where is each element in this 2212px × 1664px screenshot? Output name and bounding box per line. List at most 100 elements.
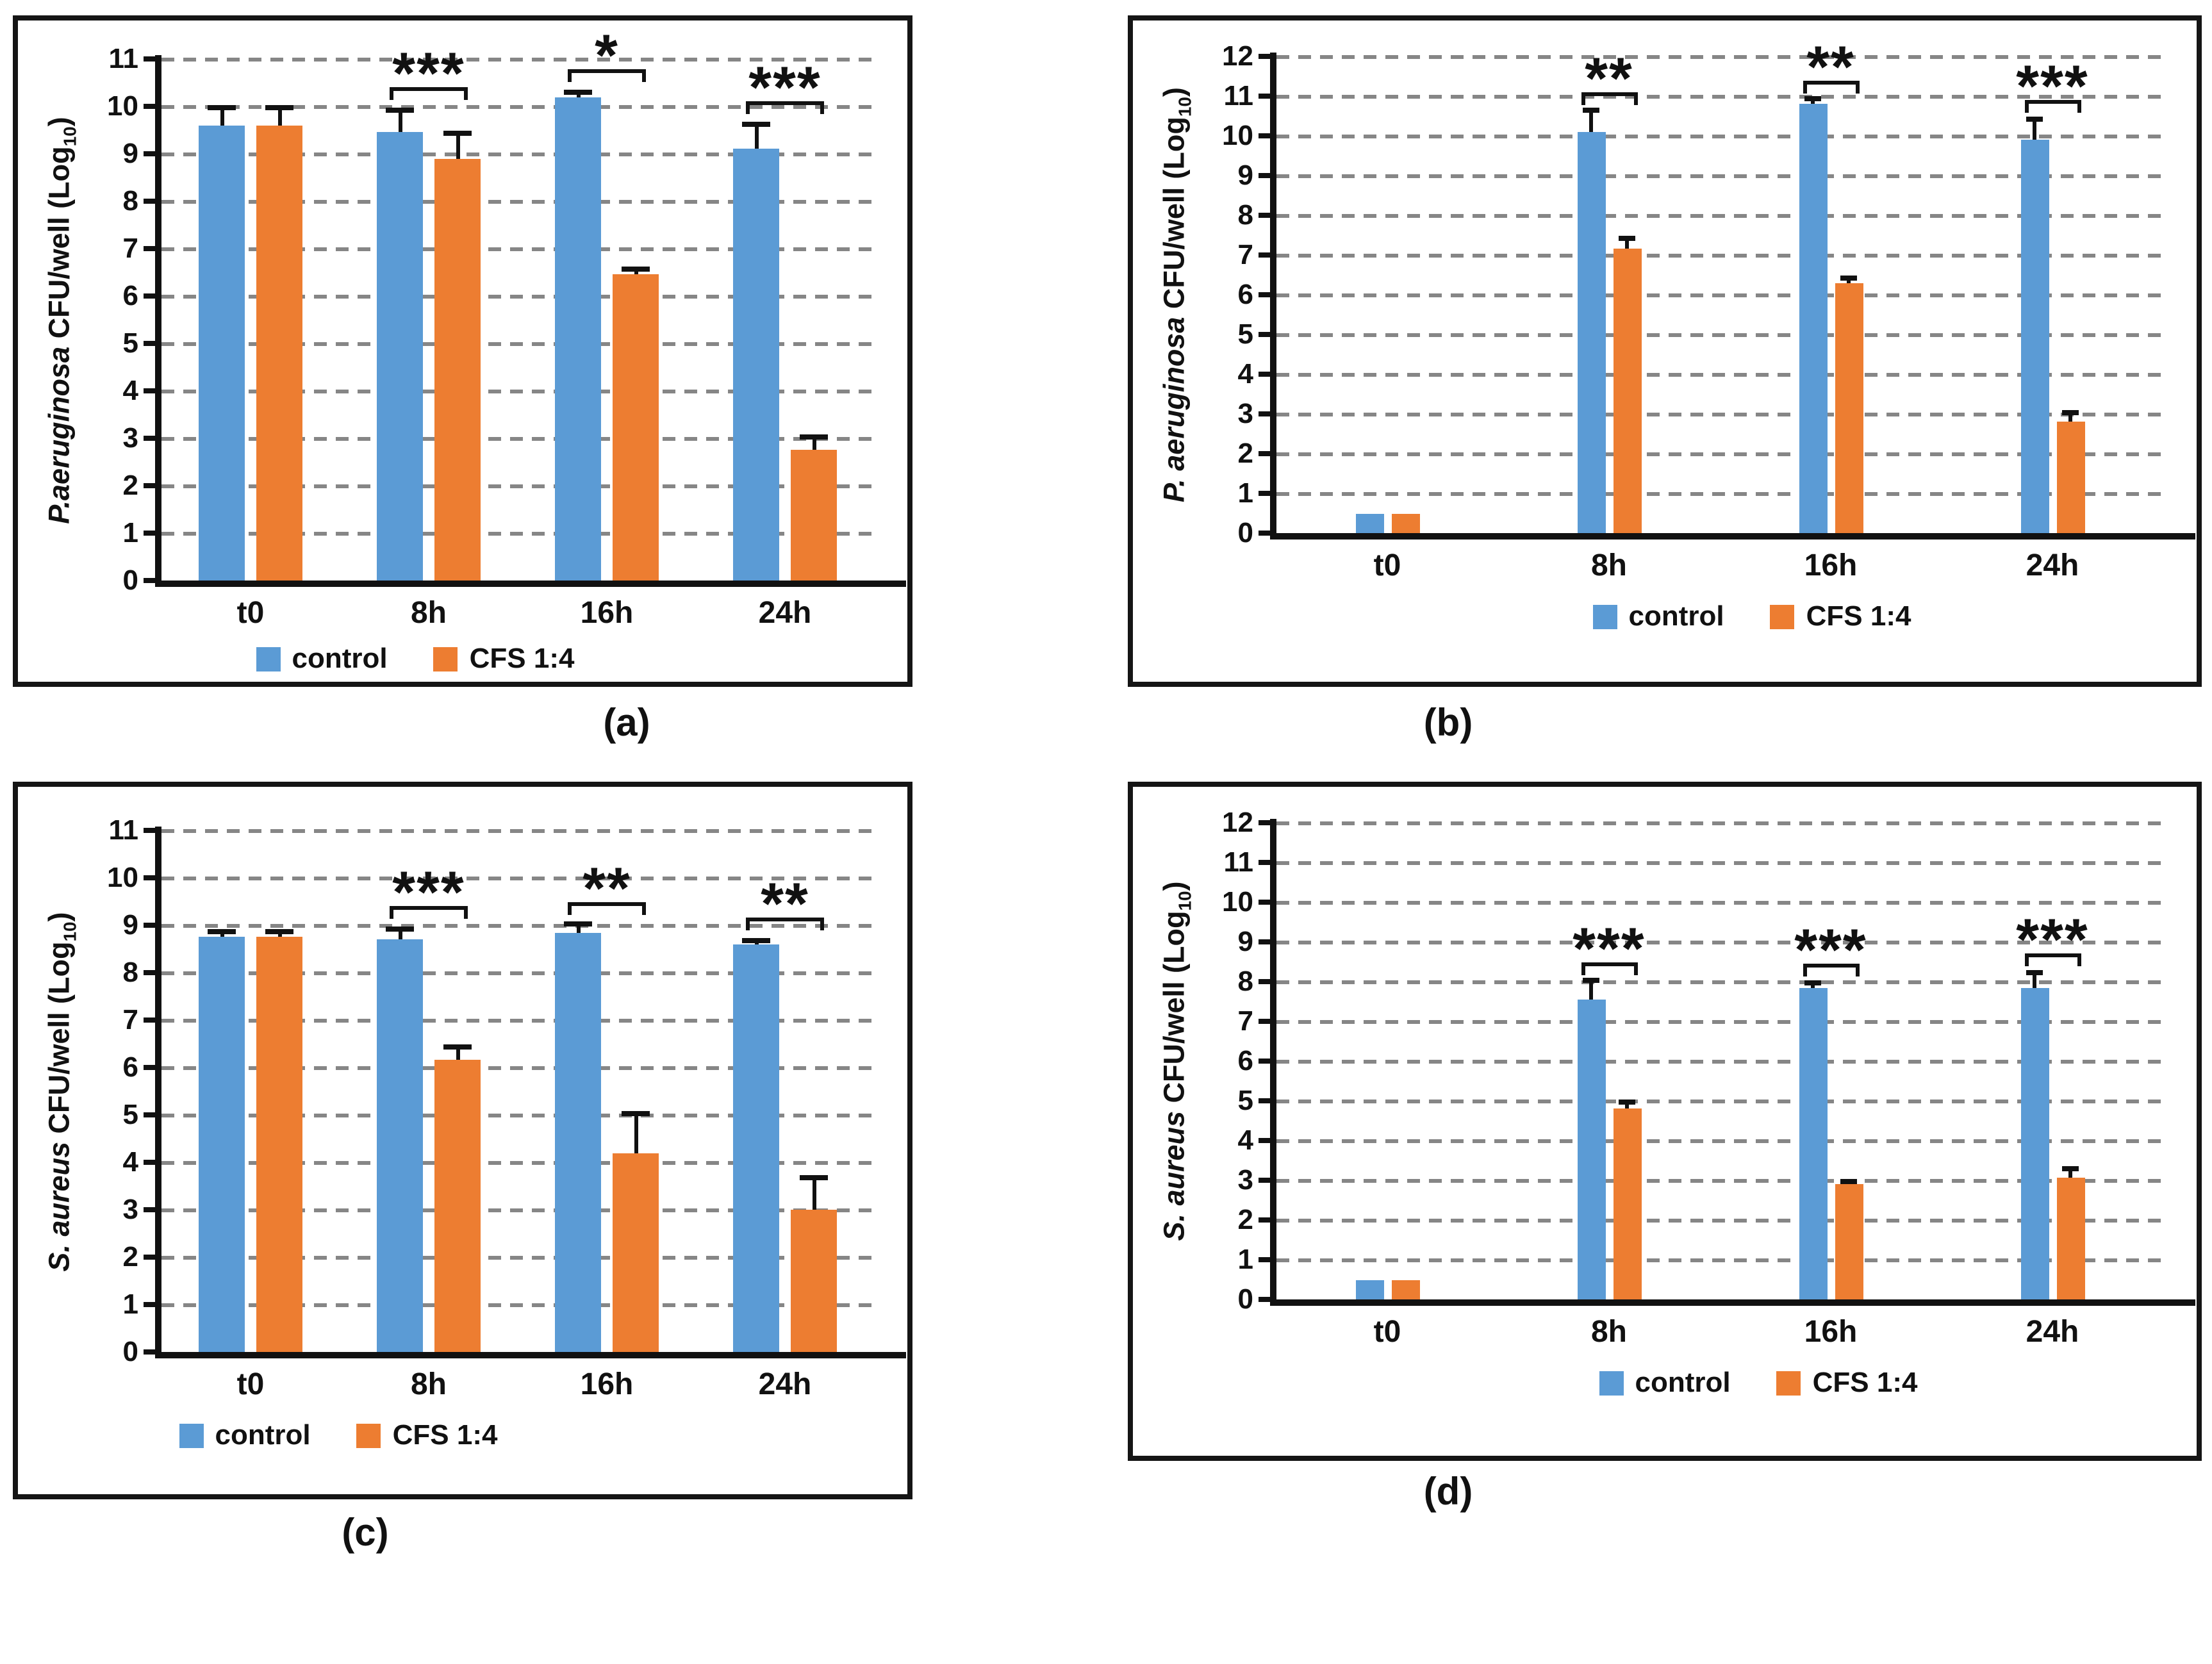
gridline <box>161 58 874 62</box>
gridline <box>161 1066 874 1070</box>
bar-control-t0 <box>199 125 245 581</box>
y-tick-label: 1 <box>122 516 139 548</box>
x-category-label: 8h <box>1590 548 1627 583</box>
y-tick-label: 5 <box>1237 318 1254 350</box>
y-tick-label: 11 <box>108 42 138 74</box>
bar-control-24h <box>733 149 779 581</box>
y-tick-label: 8 <box>122 185 139 217</box>
legend-item-cfs: CFS 1:4 <box>433 642 575 675</box>
y-tick <box>144 388 161 393</box>
y-tick <box>1259 939 1276 944</box>
y-tick <box>144 1017 161 1023</box>
gridline <box>1276 214 2163 218</box>
y-tick-label: 11 <box>108 814 138 846</box>
y-tick-label: 11 <box>1223 846 1253 878</box>
significance-bracket <box>390 906 468 919</box>
significance-label: ** <box>1806 33 1855 100</box>
error-bar-cap <box>443 1044 472 1050</box>
y-tick-label: 7 <box>122 232 139 264</box>
gridline <box>1276 861 2163 865</box>
bar-control-8h <box>377 132 423 581</box>
bar-cfs-t0 <box>1391 1280 1419 1299</box>
y-tick <box>1259 133 1276 138</box>
bar-control-16h <box>1799 987 1827 1299</box>
panel-caption-b: (b) <box>1423 702 1473 745</box>
y-tick <box>144 1255 161 1260</box>
significance-label: ** <box>761 870 809 937</box>
bar-control-16h <box>555 932 601 1352</box>
error-bar-cap <box>1582 108 1600 113</box>
legend: control CFS 1:4 <box>1308 600 2195 633</box>
gridline <box>161 1161 874 1165</box>
error-bar-cap <box>622 1111 650 1116</box>
gridline <box>161 1208 874 1212</box>
legend-item-control: control <box>256 642 388 675</box>
gridline <box>1276 821 2163 825</box>
y-tick <box>144 828 161 833</box>
gridline <box>161 877 874 880</box>
bar-control-24h <box>733 944 779 1352</box>
error-bar-line <box>576 925 580 933</box>
y-tick <box>1259 213 1276 218</box>
species-name: P.aeruginosa <box>43 345 76 523</box>
gridline <box>161 390 874 393</box>
error-bar-cap <box>265 104 293 110</box>
y-tick <box>144 578 161 583</box>
significance-label: *** <box>748 54 821 121</box>
bar-cfs-8h <box>434 1060 481 1352</box>
legend-item-control: control <box>1599 1366 1731 1399</box>
gridline <box>1276 1258 2163 1262</box>
y-tick-label: 1 <box>1237 1243 1254 1275</box>
error-bar-line <box>220 933 224 937</box>
gridline <box>161 1303 874 1307</box>
y-tick <box>1259 1178 1276 1183</box>
bar-cfs-16h <box>613 274 659 581</box>
y-tick <box>144 1112 161 1117</box>
y-tick <box>1259 372 1276 377</box>
legend-swatch-cfs <box>1770 604 1795 629</box>
gridline <box>1276 452 2163 456</box>
error-bar-line <box>1625 239 1629 249</box>
significance-bracket <box>2024 953 2081 967</box>
significance-label: * <box>595 22 619 89</box>
gridline <box>161 200 874 204</box>
significance-label: *** <box>392 859 465 926</box>
y-tick <box>1259 491 1276 496</box>
gridline <box>1276 135 2163 138</box>
gridline <box>1276 941 2163 944</box>
error-bar-line <box>634 270 638 275</box>
legend-label: control <box>215 1419 311 1451</box>
error-bar-line <box>1847 279 1851 283</box>
error-bar-cap <box>2026 969 2043 975</box>
gridline <box>1276 95 2163 99</box>
significance-bracket <box>1803 80 1859 94</box>
y-tick-label: 2 <box>122 469 139 501</box>
y-tick-label: 5 <box>1237 1084 1254 1116</box>
error-bar-cap <box>564 921 592 927</box>
error-bar-line <box>754 941 758 944</box>
y-tick <box>1259 173 1276 178</box>
error-bar-cap <box>1618 1099 1636 1105</box>
y-tick-label: 2 <box>122 1240 139 1273</box>
y-axis-label-a: P.aeruginosa CFU/well (Log10) <box>43 116 80 523</box>
y-tick-label: 11 <box>1223 79 1253 111</box>
bar-cfs-24h <box>2056 1178 2084 1299</box>
legend-label: control <box>1635 1366 1731 1398</box>
error-bar-cap <box>2061 1166 2079 1172</box>
y-axis-label-b: P. aeruginosa CFU/well (Log10) <box>1158 87 1195 502</box>
gridline <box>1276 293 2163 297</box>
error-bar-line <box>456 1048 459 1060</box>
y-tick <box>1259 1019 1276 1024</box>
error-bar-line <box>277 108 281 126</box>
gridline <box>1276 1179 2163 1183</box>
legend-label: CFS 1:4 <box>469 642 575 674</box>
error-bar-line <box>1811 984 1815 988</box>
y-tick-label: 4 <box>1237 358 1254 390</box>
gridline <box>161 1114 874 1117</box>
error-bar-cap <box>564 89 592 95</box>
y-tick-label: 10 <box>1222 119 1253 151</box>
error-bar-cap <box>386 107 414 113</box>
y-tick-label: 8 <box>1237 199 1254 231</box>
error-bar-cap <box>1840 276 1858 281</box>
y-tick-label: 4 <box>122 374 139 406</box>
